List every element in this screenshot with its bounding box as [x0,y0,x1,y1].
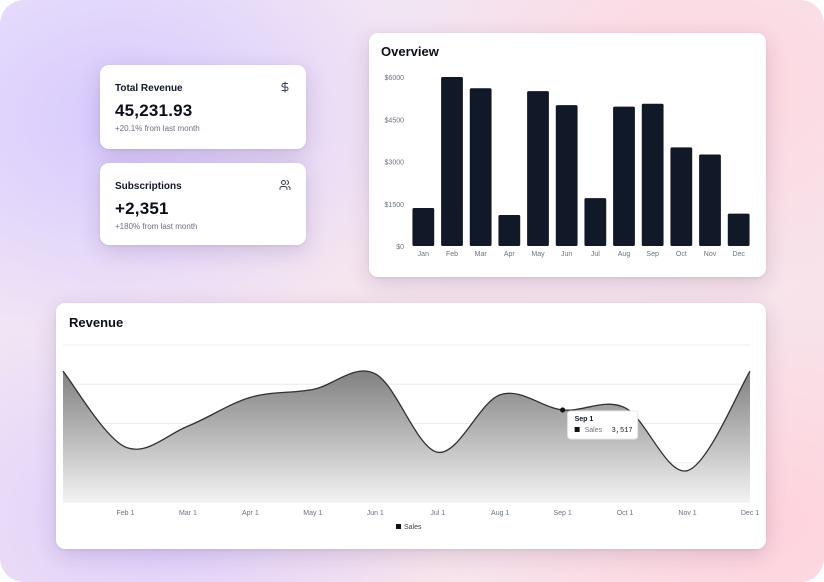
y-tick-label: $3000 [385,160,405,167]
dollar-icon [281,81,289,93]
sales-line [62,370,751,472]
bar-oct[interactable] [670,147,693,246]
active-point[interactable] [560,407,566,413]
x-tick-label: Apr [504,251,516,258]
x-tick-label: Jun 1 [367,510,384,517]
x-tick-label: Dec 1 [741,510,759,517]
bar-jan[interactable] [412,207,435,246]
overview-bar-chart: $0 $1500 $3000 $4500 $6000 Jan Feb Mar Apr May Jun… [385,75,750,258]
bar-jun[interactable] [555,105,578,247]
total-revenue-value: 45,231.93 [115,101,193,120]
x-tick-label: Jul 1 [430,510,445,517]
total-revenue-title: Total Revenue [115,83,183,94]
x-tick-label: Dec [732,251,745,258]
x-tick-label: Aug 1 [491,510,509,517]
x-tick-label: Feb 1 [117,510,135,517]
x-tick-label: Jul [591,251,600,258]
chart-tooltip: Sep 1 Sales 3,517 [567,410,639,440]
tooltip-box [567,410,639,440]
revenue-card: Revenue Feb 1 Mar 1 Apr 1 May 1 Jun 1 Jul 1 Au… [56,303,766,549]
total-revenue-card: Total Revenue 45,231.93 +20.1% from last… [100,65,306,149]
y-tick-label: $1500 [385,202,405,209]
revenue-title: Revenue [69,315,124,330]
x-tick-label: Jun [561,251,572,258]
x-tick-label: Nov 1 [678,510,696,517]
x-tick-label: Aug [618,251,631,258]
legend-label: Sales [404,524,422,531]
bar-aug[interactable] [613,106,635,246]
bar-sep[interactable] [641,103,664,246]
x-tick-label: Feb [446,251,458,258]
x-tick-label: Sep 1 [553,510,571,517]
bar-feb[interactable] [441,77,463,246]
y-tick-label: $4500 [385,117,405,124]
bar-mar[interactable] [469,88,492,246]
tooltip-swatch [574,426,580,432]
x-tick-label: Nov [704,251,717,258]
x-tick-label: May [531,251,545,258]
y-tick-label: $6000 [385,75,405,82]
revenue-area-chart: Feb 1 Mar 1 Apr 1 May 1 Jun 1 Jul 1 Aug 1 Sep 1… [62,344,759,531]
total-revenue-change: +20.1% from last month [115,124,200,133]
subscriptions-value: +2,351 [115,199,169,218]
overview-title: Overview [381,44,439,59]
legend-swatch [396,524,401,529]
bar-dec[interactable] [727,213,750,246]
tooltip-label: Sep 1 [575,416,594,423]
x-tick-label: Jan [418,251,429,258]
users-icon [279,180,291,190]
x-tick-label: Sep [646,251,659,258]
bar-jul[interactable] [584,198,607,246]
x-tick-label: Oct [676,251,687,258]
tooltip-series: Sales [585,427,603,434]
y-tick-label: $0 [396,244,404,251]
bar-may[interactable] [527,91,549,246]
subscriptions-title: Subscriptions [115,181,182,192]
x-tick-label: Mar 1 [179,510,197,517]
bar-nov[interactable] [699,154,721,246]
x-tick-label: Mar [475,251,488,258]
sales-area [63,371,750,502]
overview-card: Overview $0 $1500 $3000 $4500 $6000 Jan Feb Mar… [369,33,766,277]
x-tick-label: May 1 [303,510,322,517]
x-tick-label: Oct 1 [617,510,634,517]
x-tick-label: Apr 1 [242,510,259,517]
tooltip-value: 3,517 [612,427,633,435]
subscriptions-change: +180% from last month [115,222,198,231]
bar-apr[interactable] [498,215,521,246]
subscriptions-card: Subscriptions +2,351 +180% from last mon… [100,163,306,245]
